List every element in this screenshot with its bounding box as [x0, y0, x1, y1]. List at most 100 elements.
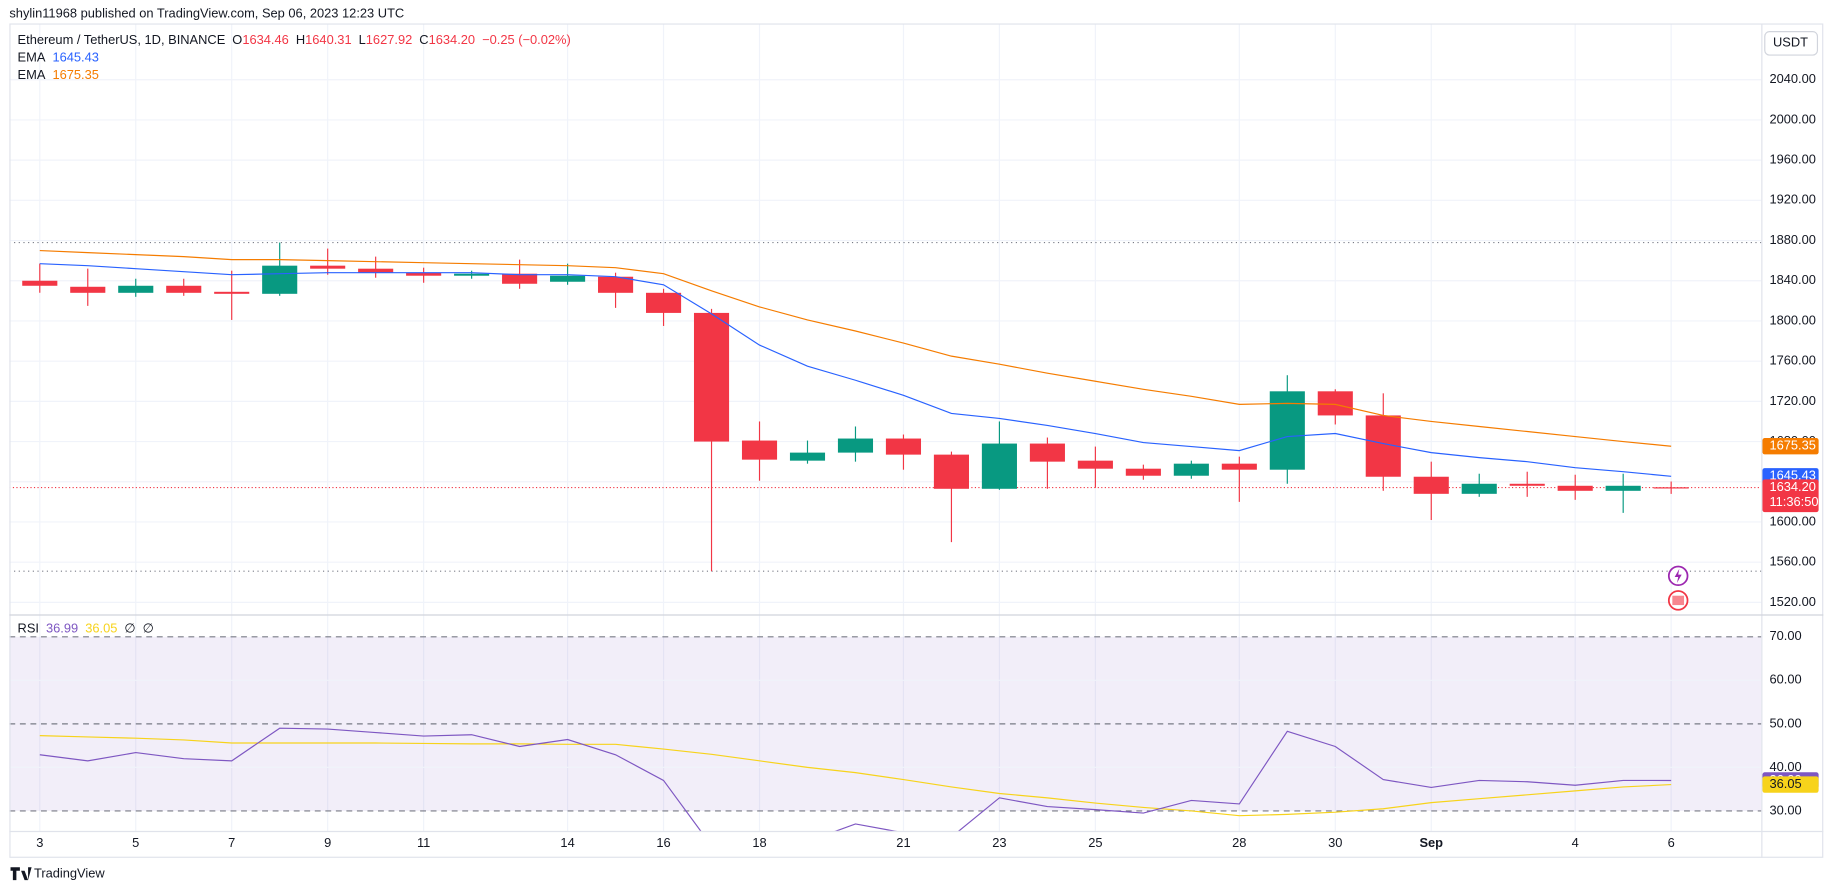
candle-body	[1029, 443, 1065, 462]
ohlc-label: L	[359, 32, 366, 47]
ema-badge: 1675.35	[1769, 438, 1815, 453]
chart-frame	[9, 23, 1824, 858]
ema-line	[39, 250, 1672, 447]
last-price-badge-countdown: 11:36:50	[1769, 494, 1818, 509]
x-tick-label: 25	[1088, 835, 1102, 850]
y-tick-label: 1840.00	[1769, 272, 1815, 287]
rsi-tick-label: 60.00	[1769, 672, 1801, 687]
candle-body	[1413, 476, 1449, 494]
x-tick-label: 5	[132, 835, 139, 850]
ohlc-value: 1640.31	[305, 32, 351, 47]
candle-body	[262, 265, 298, 294]
ohlc-label: H	[296, 32, 305, 47]
candle-body	[310, 265, 346, 269]
ema-value: 1675.35	[52, 68, 98, 83]
byline: shylin11968 published on TradingView.com…	[9, 5, 404, 20]
candle-body	[1557, 485, 1593, 491]
y-tick-label: 2040.00	[1769, 71, 1815, 86]
candle-body	[1317, 391, 1353, 416]
rsi-badge-bg	[1762, 776, 1819, 793]
x-tick-label: 4	[1572, 835, 1579, 850]
candle-body	[645, 292, 682, 313]
rsi-line	[39, 735, 1672, 817]
x-tick-label: 30	[1328, 835, 1342, 850]
last-price-badge: 1634.20	[1769, 479, 1815, 494]
candle-body	[789, 452, 826, 461]
x-tick-label: 21	[896, 835, 910, 850]
y-tick-label: 1920.00	[1769, 192, 1815, 207]
candle-body	[1461, 483, 1497, 494]
y-tick-label: 1960.00	[1769, 152, 1815, 167]
candle-body	[1605, 485, 1641, 491]
ema-line	[39, 263, 1672, 477]
currency-button[interactable]	[1764, 31, 1819, 56]
candle-body	[1173, 463, 1209, 476]
y-tick-label: 1600.00	[1769, 513, 1815, 528]
candles	[9, 241, 1762, 572]
candle-body	[1509, 483, 1545, 486]
rsi-tick-label: 30.00	[1769, 802, 1801, 817]
x-tick-label: 18	[752, 835, 766, 850]
rsi-legend-value: 36.05	[85, 621, 117, 636]
candle-body	[1269, 391, 1305, 470]
legend-ema: EMA 1675.35	[18, 68, 99, 83]
rsi-tick-label: 70.00	[1769, 628, 1801, 643]
brand-logo	[10, 867, 32, 881]
rsi-title: RSI	[18, 621, 39, 636]
legend-ema: EMA 1645.43	[18, 50, 99, 65]
y-tick-label: 1760.00	[1769, 353, 1815, 368]
x-tick-label: 7	[228, 835, 235, 850]
last-price-badge-bg	[1762, 479, 1819, 513]
x-tick-label: 3	[36, 835, 43, 850]
x-tick-label: 11	[417, 835, 430, 850]
candle-body	[741, 440, 778, 460]
legend-main: Ethereum / TetherUS, 1D, BINANCE O1634.46…	[18, 32, 571, 47]
ohlc-label: C	[419, 32, 428, 47]
x-tick-label: Sep	[1419, 835, 1443, 850]
x-tick-label: 16	[656, 835, 670, 850]
candle-body	[981, 443, 1017, 489]
brand-name: TradingView	[34, 866, 105, 881]
ohlc-value: 1634.20	[429, 32, 475, 47]
candle-body	[502, 273, 538, 284]
rsi-lines	[39, 727, 1672, 831]
data-layer	[9, 241, 1762, 831]
rsi-legend-extra: ∅	[124, 621, 135, 636]
candle-body	[22, 280, 58, 286]
ema-badge-bg	[1762, 438, 1819, 455]
ohlc-value: 1627.92	[366, 32, 412, 47]
candle-body	[693, 312, 730, 442]
rsi-tick-label: 40.00	[1769, 759, 1801, 774]
x-tick-label: 14	[560, 835, 574, 850]
x-tick-label: 9	[324, 835, 331, 850]
y-tick-label: 1720.00	[1769, 393, 1815, 408]
candle-body	[214, 291, 250, 294]
change-value: −0.25 (−0.02%)	[482, 32, 571, 47]
economic-event-glyph	[1672, 595, 1685, 606]
rsi-line	[39, 727, 1672, 831]
candle-body	[166, 285, 202, 293]
y-tick-label: 1560.00	[1769, 554, 1815, 569]
candle-body	[454, 273, 490, 276]
x-tick-label: 6	[1668, 835, 1675, 850]
rsi-badge: 36.05	[1769, 776, 1801, 791]
candle-body	[885, 438, 922, 455]
ema-badge: 1645.43	[1769, 468, 1815, 483]
y-tick-label: 1800.00	[1769, 312, 1815, 327]
x-tick-label: 23	[992, 835, 1006, 850]
symbol-title: Ethereum / TetherUS, 1D, BINANCE	[18, 32, 226, 47]
candle-body	[358, 268, 394, 273]
candle-body	[1221, 463, 1257, 470]
legend-rsi: RSI 36.99 36.05 ∅ ∅	[18, 621, 154, 636]
candle-body	[598, 276, 634, 293]
candle-body	[1125, 468, 1161, 476]
rsi-legend-extra: ∅	[143, 621, 154, 636]
ohlc-value: 1634.46	[242, 32, 288, 47]
currency-label[interactable]: USDT	[1773, 35, 1808, 50]
candle-body	[1077, 460, 1113, 469]
candle-body	[550, 275, 586, 282]
ema-value: 1645.43	[52, 50, 98, 65]
ema-name: EMA	[18, 50, 46, 65]
